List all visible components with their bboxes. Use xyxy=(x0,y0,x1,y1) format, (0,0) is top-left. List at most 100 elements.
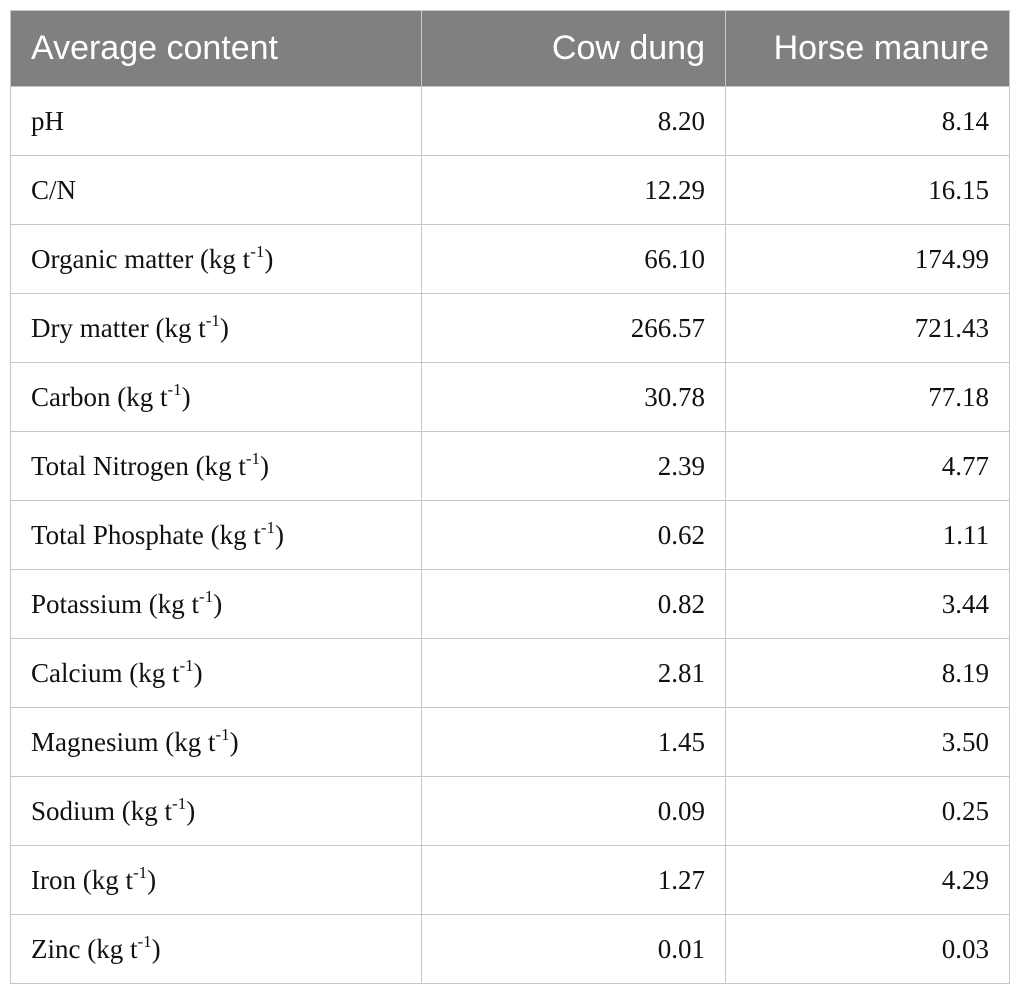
row-label: Potassium (kg t-1) xyxy=(10,569,422,639)
unit-exponent: -1 xyxy=(137,931,152,951)
parameter-unit: (kg t-1) xyxy=(82,864,157,895)
parameter-unit: (kg t-1) xyxy=(129,655,203,688)
unit-exponent: -1 xyxy=(205,310,220,330)
row-label: pH xyxy=(10,86,422,156)
horse-manure-value: 16.15 xyxy=(725,155,1010,225)
unit-base: (kg t xyxy=(129,657,180,688)
row-label: Organic matter (kg t-1) xyxy=(10,224,422,294)
unit-close: ) xyxy=(147,864,157,895)
row-label: Magnesium (kg t-1) xyxy=(10,707,422,777)
table-row: Organic matter (kg t-1) 66.10 174.99 xyxy=(10,224,1010,294)
table-row: Total Phosphate (kg t-1) 0.62 1.11 xyxy=(10,500,1010,570)
row-label: Total Nitrogen (kg t-1) xyxy=(10,431,422,501)
cow-dung-value: 266.57 xyxy=(421,293,726,363)
parameter-unit: (kg t-1) xyxy=(121,793,196,826)
table-row: Total Nitrogen (kg t-1) 2.39 4.77 xyxy=(10,431,1010,501)
unit-close: ) xyxy=(213,588,223,619)
unit-close: ) xyxy=(151,933,161,964)
table-header: Average content Cow dung Horse manure xyxy=(10,10,1010,87)
table-row: Calcium (kg t-1) 2.81 8.19 xyxy=(10,638,1010,708)
cow-dung-value: 66.10 xyxy=(421,224,726,294)
horse-manure-value: 721.43 xyxy=(725,293,1010,363)
parameter-unit: (kg t-1) xyxy=(195,448,269,481)
header-row: Average content Cow dung Horse manure xyxy=(10,10,1010,87)
cow-dung-value: 2.39 xyxy=(421,431,726,501)
unit-exponent: -1 xyxy=(179,655,194,675)
unit-base: (kg t xyxy=(155,312,206,343)
horse-manure-value: 77.18 xyxy=(725,362,1010,432)
unit-base: (kg t xyxy=(210,519,261,550)
unit-base: (kg t xyxy=(121,795,173,826)
cow-dung-value: 0.09 xyxy=(421,776,726,846)
row-label: Iron (kg t-1) xyxy=(10,845,422,915)
table-row: Iron (kg t-1) 1.27 4.29 xyxy=(10,845,1010,915)
horse-manure-value: 174.99 xyxy=(725,224,1010,294)
row-label: Dry matter (kg t-1) xyxy=(10,293,422,363)
header-average-content: Average content xyxy=(10,10,422,87)
unit-close: ) xyxy=(186,795,196,826)
unit-close: ) xyxy=(181,381,191,412)
parameter-name: Total Nitrogen xyxy=(31,450,189,481)
row-label: Calcium (kg t-1) xyxy=(10,638,422,708)
table-row: Zinc (kg t-1) 0.01 0.03 xyxy=(10,914,1010,984)
horse-manure-value: 8.19 xyxy=(725,638,1010,708)
parameter-name: Sodium xyxy=(31,795,116,826)
unit-base: (kg t xyxy=(199,243,251,274)
table-row: Carbon (kg t-1) 30.78 77.18 xyxy=(10,362,1010,432)
cow-dung-value: 12.29 xyxy=(421,155,726,225)
parameter-unit: (kg t-1) xyxy=(148,586,223,619)
table-row: Dry matter (kg t-1) 266.57 721.43 xyxy=(10,293,1010,363)
unit-exponent: -1 xyxy=(260,517,276,537)
cow-dung-value: 0.82 xyxy=(421,569,726,639)
parameter-unit: (kg t-1) xyxy=(117,379,191,412)
cow-dung-value: 1.45 xyxy=(421,707,726,777)
unit-base: (kg t xyxy=(148,588,200,619)
horse-manure-value: 1.11 xyxy=(725,500,1010,570)
parameter-name: C/N xyxy=(31,174,77,205)
horse-manure-value: 0.25 xyxy=(725,776,1010,846)
parameter-unit: (kg t-1) xyxy=(155,310,229,343)
cow-dung-value: 1.27 xyxy=(421,845,726,915)
parameter-name: Organic matter xyxy=(31,243,194,274)
row-label: Zinc (kg t-1) xyxy=(10,914,422,984)
unit-exponent: -1 xyxy=(215,724,230,744)
horse-manure-value: 8.14 xyxy=(725,86,1010,156)
horse-manure-value: 3.44 xyxy=(725,569,1010,639)
table-row: pH 8.20 8.14 xyxy=(10,86,1010,156)
table-row: Magnesium (kg t-1) 1.45 3.50 xyxy=(10,707,1010,777)
unit-exponent: -1 xyxy=(245,448,260,468)
parameter-name: Magnesium xyxy=(31,726,159,757)
unit-base: (kg t xyxy=(165,726,216,757)
cow-dung-value: 30.78 xyxy=(421,362,726,432)
table-row: Potassium (kg t-1) 0.82 3.44 xyxy=(10,569,1010,639)
unit-exponent: -1 xyxy=(167,379,182,399)
parameter-name: Potassium xyxy=(31,588,143,619)
parameter-name: Dry matter xyxy=(31,312,149,343)
unit-exponent: -1 xyxy=(199,586,214,606)
parameter-name: Calcium xyxy=(31,657,123,688)
unit-close: ) xyxy=(219,312,229,343)
parameter-name: Zinc xyxy=(31,933,81,964)
unit-base: (kg t xyxy=(82,864,133,895)
unit-exponent: -1 xyxy=(172,793,187,813)
unit-base: (kg t xyxy=(195,450,246,481)
row-label: Sodium (kg t-1) xyxy=(10,776,422,846)
cow-dung-value: 8.20 xyxy=(421,86,726,156)
manure-composition-table: Average content Cow dung Horse manure pH… xyxy=(10,10,1010,984)
parameter-name: Total Phosphate xyxy=(31,519,204,550)
parameter-unit: (kg t-1) xyxy=(210,517,285,550)
horse-manure-value: 4.77 xyxy=(725,431,1010,501)
unit-close: ) xyxy=(275,519,285,550)
table-row: Sodium (kg t-1) 0.09 0.25 xyxy=(10,776,1010,846)
unit-base: (kg t xyxy=(117,381,168,412)
parameter-unit: (kg t-1) xyxy=(87,931,161,964)
unit-base: (kg t xyxy=(87,933,138,964)
row-label: C/N xyxy=(10,155,422,225)
parameter-unit: (kg t-1) xyxy=(165,724,238,757)
unit-close: ) xyxy=(193,657,203,688)
parameter-name: Carbon xyxy=(31,381,111,412)
row-label: Carbon (kg t-1) xyxy=(10,362,422,432)
cow-dung-value: 2.81 xyxy=(421,638,726,708)
parameter-name: Iron xyxy=(31,864,76,895)
parameter-unit: (kg t-1) xyxy=(199,243,273,274)
